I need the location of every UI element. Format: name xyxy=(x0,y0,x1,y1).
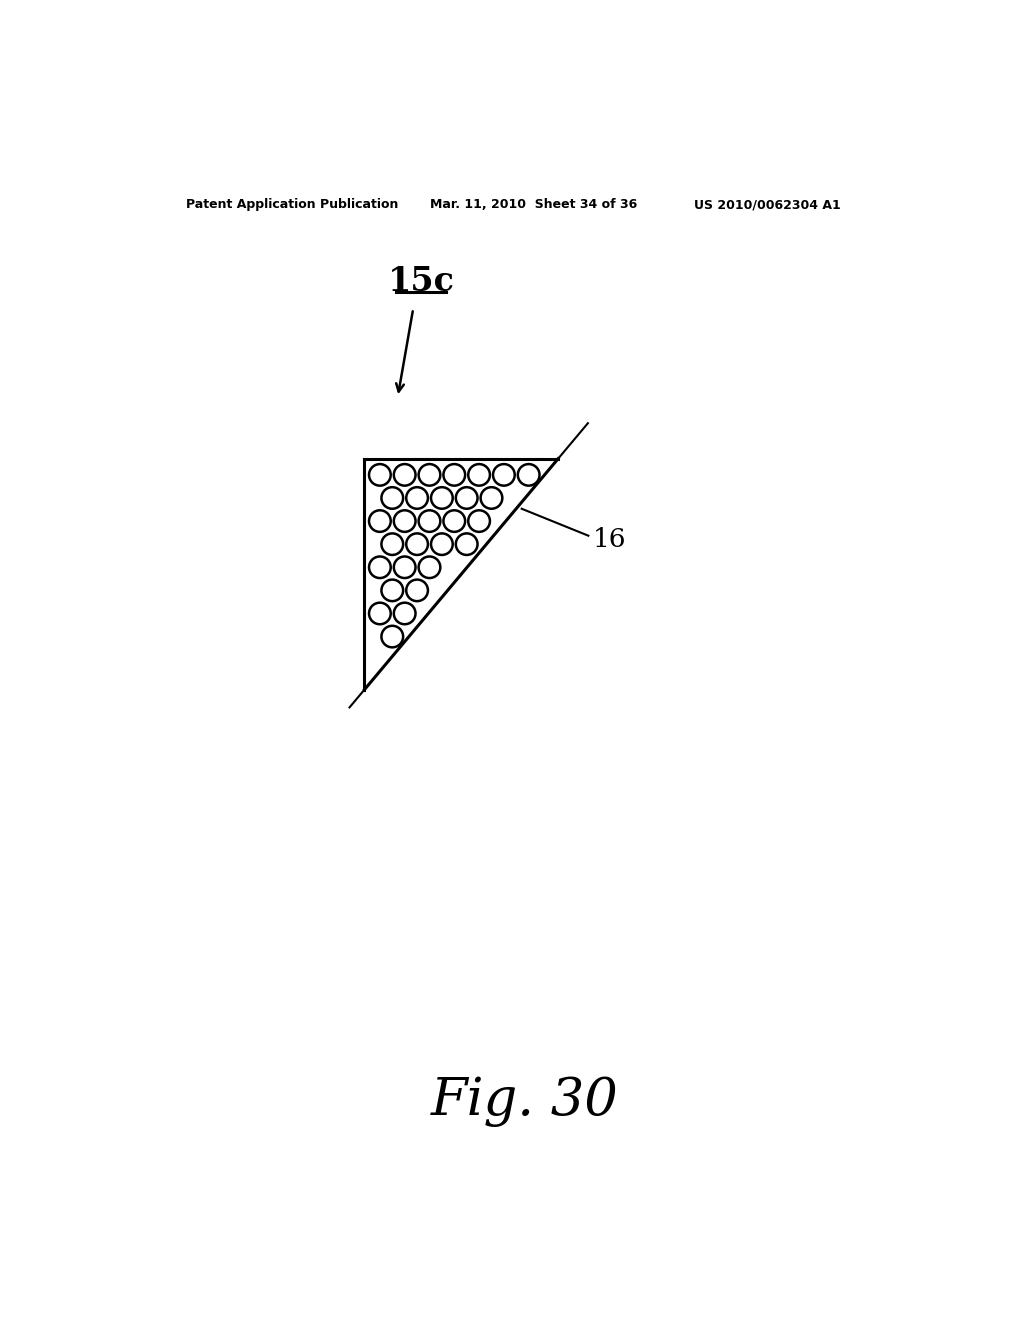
Text: US 2010/0062304 A1: US 2010/0062304 A1 xyxy=(693,198,841,211)
Circle shape xyxy=(419,465,440,486)
Circle shape xyxy=(468,511,489,532)
Circle shape xyxy=(419,557,440,578)
Circle shape xyxy=(369,465,391,486)
Circle shape xyxy=(394,465,416,486)
Circle shape xyxy=(407,579,428,601)
Circle shape xyxy=(431,487,453,508)
Polygon shape xyxy=(365,459,558,689)
Circle shape xyxy=(369,557,391,578)
Text: Mar. 11, 2010  Sheet 34 of 36: Mar. 11, 2010 Sheet 34 of 36 xyxy=(430,198,638,211)
Circle shape xyxy=(456,487,477,508)
Circle shape xyxy=(419,511,440,532)
Text: Patent Application Publication: Patent Application Publication xyxy=(186,198,398,211)
Text: 16: 16 xyxy=(593,527,627,552)
Circle shape xyxy=(407,533,428,554)
Circle shape xyxy=(381,533,403,554)
Circle shape xyxy=(456,533,477,554)
Circle shape xyxy=(394,511,416,532)
Circle shape xyxy=(443,511,465,532)
Circle shape xyxy=(394,603,416,624)
Circle shape xyxy=(443,465,465,486)
Circle shape xyxy=(431,533,453,554)
Circle shape xyxy=(369,511,391,532)
Circle shape xyxy=(468,465,489,486)
Circle shape xyxy=(493,465,515,486)
Text: 15c: 15c xyxy=(387,265,455,298)
Circle shape xyxy=(407,487,428,508)
Text: Fig. 30: Fig. 30 xyxy=(431,1076,618,1127)
Circle shape xyxy=(381,626,403,647)
Circle shape xyxy=(480,487,503,508)
Circle shape xyxy=(518,465,540,486)
Circle shape xyxy=(394,557,416,578)
Circle shape xyxy=(381,579,403,601)
Circle shape xyxy=(381,487,403,508)
Circle shape xyxy=(369,603,391,624)
